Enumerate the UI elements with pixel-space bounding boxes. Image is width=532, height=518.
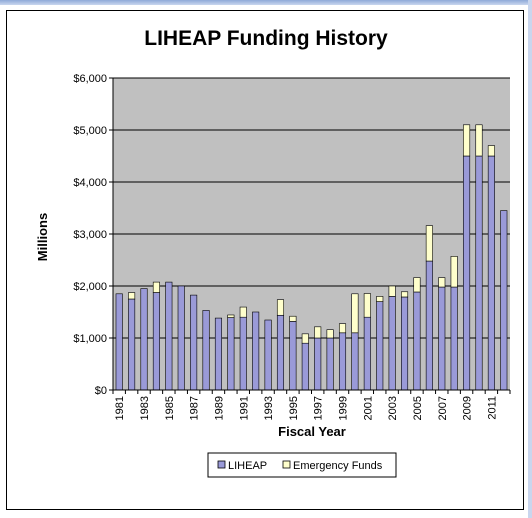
x-tick-label: 1995 <box>288 396 300 420</box>
x-tick-label: 2003 <box>387 396 399 420</box>
bar-emergency-funds-2004 <box>401 291 409 298</box>
bar-liheap-1989 <box>214 317 222 391</box>
bars <box>115 124 508 391</box>
bar-emergency-funds-1996 <box>301 333 309 344</box>
bar-emergency-funds-2011 <box>487 145 495 157</box>
x-tick-label: 1999 <box>338 396 350 420</box>
bar-liheap-1992 <box>252 311 260 391</box>
legend-box <box>207 452 397 478</box>
window-top-strip <box>0 0 532 5</box>
y-tick-label: $1,000 <box>73 333 107 345</box>
bar-liheap-2011 <box>487 155 495 391</box>
bar-emergency-funds-2005 <box>413 277 421 293</box>
bar-emergency-funds-2001 <box>363 293 371 318</box>
y-tick-label: $4,000 <box>73 177 107 189</box>
bar-liheap-1995 <box>289 321 297 391</box>
x-axis-ticks: 1981 1983 1985 1987 1989 1991 1993 1995 1997 1999… <box>112 390 511 420</box>
chart-svg: LIHEAP Funding History $0 $1,000 $2,000 $3,… <box>35 27 511 478</box>
bar-liheap-2007 <box>438 286 446 391</box>
bar-emergency-funds-2007 <box>438 277 446 288</box>
x-tick-label: 1985 <box>164 396 176 420</box>
x-tick-label: 1981 <box>114 396 126 420</box>
x-tick-label: 1997 <box>313 396 325 420</box>
x-tick-label: 1991 <box>238 396 250 420</box>
legend: LIHEAP Emergency Funds <box>207 452 397 478</box>
legend-swatch-liheap <box>217 460 226 469</box>
bar-liheap-2002 <box>376 301 384 391</box>
bar-liheap-1990 <box>227 317 235 391</box>
bar-emergency-funds-2000 <box>351 293 359 334</box>
x-tick-label: 2001 <box>362 396 374 420</box>
chart-frame: LIHEAP Funding History $0 $1,000 $2,000 $3,… <box>6 10 524 510</box>
x-tick-label: 1989 <box>213 396 225 420</box>
x-tick-label: 2009 <box>462 396 474 420</box>
x-tick-label: 2011 <box>486 396 498 420</box>
bar-liheap-2010 <box>475 155 483 391</box>
x-tick-label: 1987 <box>189 396 201 420</box>
y-axis-ticks: $0 $1,000 $2,000 $3,000 $4,000 $5,000 $6,000 <box>73 73 113 397</box>
bar-liheap-2001 <box>363 316 371 391</box>
bar-emergency-funds-1990 <box>227 314 235 318</box>
bar-emergency-funds-1982 <box>128 292 136 300</box>
y-tick-label: $0 <box>95 385 107 397</box>
bar-liheap-1983 <box>140 288 148 391</box>
bar-emergency-funds-1999 <box>338 323 347 334</box>
bar-emergency-funds-2008 <box>450 256 458 288</box>
bar-liheap-1982 <box>128 298 136 391</box>
bar-liheap-2000 <box>351 332 359 391</box>
bar-liheap-1988 <box>202 310 210 391</box>
bar-liheap-1987 <box>190 294 198 391</box>
bar-emergency-funds-1991 <box>239 306 247 318</box>
bar-emergency-funds-1984 <box>152 281 160 293</box>
bar-liheap-1981 <box>115 293 123 391</box>
y-tick-label: $5,000 <box>73 125 107 137</box>
bar-liheap-1993 <box>264 319 272 391</box>
bar-liheap-1984 <box>152 292 160 391</box>
bar-emergency-funds-1997 <box>314 326 322 339</box>
bar-liheap-2008 <box>450 286 458 391</box>
bar-emergency-funds-2006 <box>425 225 433 262</box>
y-tick-label: $3,000 <box>73 229 107 241</box>
bar-emergency-funds-1995 <box>289 315 297 322</box>
y-axis-title: Millions <box>35 213 50 261</box>
bar-emergency-funds-1998 <box>326 329 334 339</box>
bar-liheap-2005 <box>413 291 421 391</box>
bar-liheap-1986 <box>177 285 185 391</box>
chart-title: LIHEAP Funding History <box>144 27 388 50</box>
window-right-strip <box>528 0 532 518</box>
bar-liheap-2006 <box>425 260 433 391</box>
bar-liheap-2004 <box>401 296 409 391</box>
x-tick-label: 1993 <box>263 396 275 420</box>
x-tick-label: 2007 <box>437 396 449 420</box>
y-tick-label: $2,000 <box>73 281 107 293</box>
bar-liheap-2003 <box>388 296 396 391</box>
bar-liheap-1991 <box>239 316 247 391</box>
bar-liheap-1994 <box>276 314 285 391</box>
x-tick-label: 1983 <box>139 396 151 420</box>
y-tick-label: $6,000 <box>73 73 107 85</box>
legend-swatch-emergency-funds <box>282 460 291 469</box>
bar-emergency-funds-2009 <box>463 124 471 157</box>
x-axis-title: Fiscal Year <box>278 424 346 439</box>
bar-liheap-1999 <box>338 332 347 391</box>
bar-liheap-1997 <box>314 337 322 391</box>
bar-emergency-funds-2003 <box>388 285 396 297</box>
bar-liheap-1998 <box>326 337 334 391</box>
bar-liheap-2012 <box>500 210 508 391</box>
bar-emergency-funds-2002 <box>376 296 384 302</box>
bar-emergency-funds-1994 <box>276 299 285 316</box>
bar-liheap-1985 <box>165 281 173 391</box>
x-tick-label: 2005 <box>412 396 424 420</box>
bar-liheap-2009 <box>463 155 471 391</box>
bar-emergency-funds-2010 <box>475 124 483 157</box>
bar-liheap-1996 <box>301 342 309 391</box>
legend-label-liheap: LIHEAP <box>228 460 267 472</box>
legend-label-emergency-funds: Emergency Funds <box>293 460 383 472</box>
